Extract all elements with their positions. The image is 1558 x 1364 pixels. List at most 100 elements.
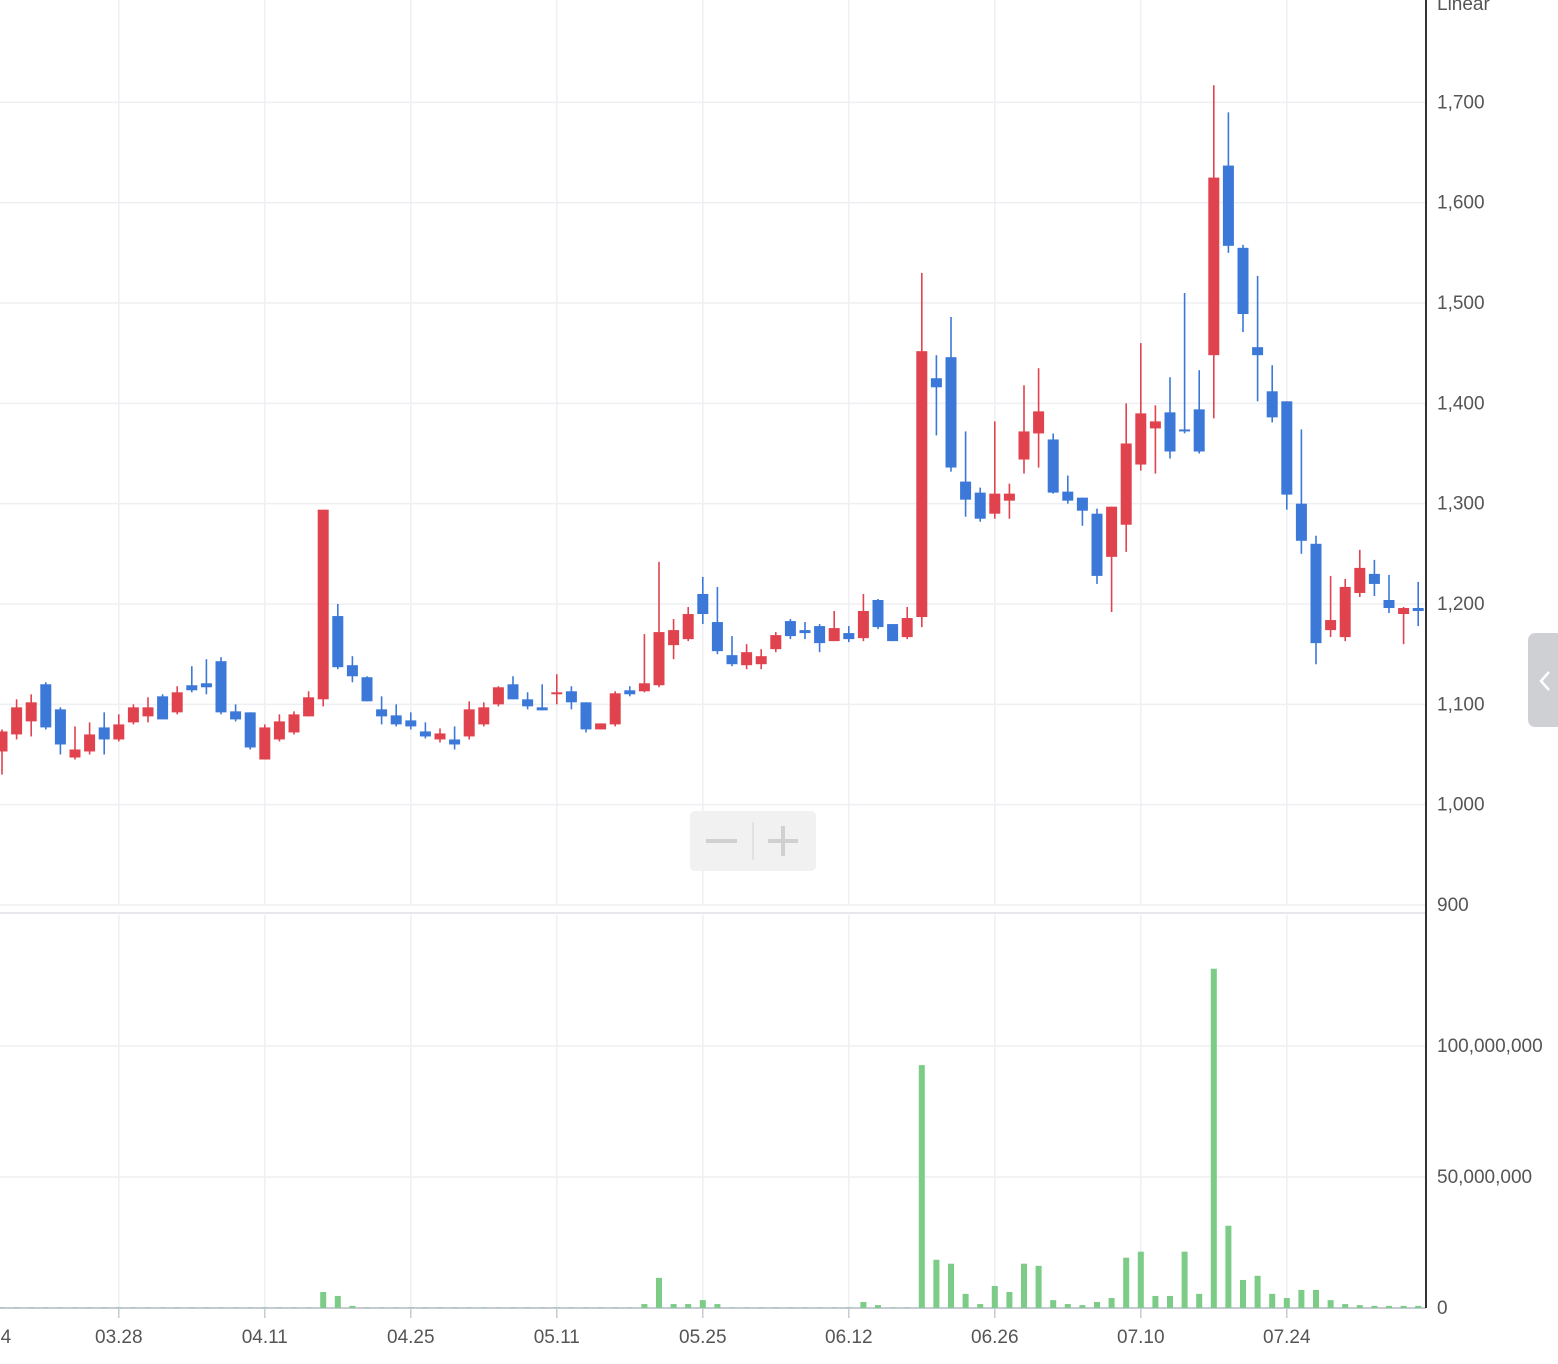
candle-body	[376, 709, 388, 717]
candle-body	[974, 492, 986, 519]
zoom-in-button[interactable]	[753, 811, 816, 871]
candle-body	[960, 481, 972, 500]
candle-body	[171, 692, 183, 713]
candle-body	[1222, 165, 1234, 246]
candle-body	[200, 683, 212, 688]
volume-bar	[1137, 1251, 1144, 1308]
candle-body	[770, 635, 782, 650]
candle-body	[1047, 439, 1059, 493]
candle-body	[25, 702, 37, 722]
candle-body	[1003, 493, 1015, 501]
volume-bar	[1225, 1225, 1232, 1308]
candle-body	[1237, 247, 1249, 315]
candle-body	[186, 685, 198, 691]
candle-body	[1368, 573, 1380, 584]
volume-bar	[670, 1304, 677, 1308]
candle-body	[1149, 421, 1161, 429]
candle-body	[536, 707, 548, 711]
candle-body	[449, 739, 461, 745]
candle-body	[551, 692, 563, 695]
candle-body	[814, 626, 826, 644]
candle-body	[113, 724, 125, 740]
volume-bar	[1356, 1305, 1363, 1308]
candle-body	[1325, 620, 1337, 631]
candle-body	[1076, 497, 1088, 511]
volume-bar	[962, 1293, 969, 1308]
candle-body	[1120, 443, 1132, 525]
candle-body	[507, 684, 519, 700]
candle-body	[1354, 567, 1366, 593]
volume-bar	[1283, 1298, 1290, 1308]
volume-bar	[860, 1301, 867, 1308]
side-panel-toggle[interactable]	[1528, 633, 1558, 727]
candle-body	[945, 357, 957, 468]
candle-body	[157, 696, 169, 720]
candle-body	[565, 691, 577, 703]
x-tick-label: 04.11	[242, 1327, 288, 1348]
volume-tick-label: 50,000,000	[1437, 1167, 1532, 1188]
candle-body	[828, 628, 840, 642]
candle-body	[1252, 347, 1264, 356]
volume-bar	[948, 1263, 954, 1308]
volume-bar	[1035, 1265, 1042, 1308]
candle-body	[872, 599, 884, 628]
candle-body	[595, 723, 607, 730]
volume-bar	[1298, 1289, 1305, 1308]
candle-body	[230, 711, 242, 720]
volume-bar	[1415, 1305, 1422, 1308]
volume-bar	[334, 1295, 341, 1308]
volume-bar	[1064, 1304, 1071, 1308]
candle-body	[434, 733, 446, 740]
x-tick-label: 05.25	[679, 1327, 727, 1348]
volume-bar	[977, 1304, 984, 1308]
volume-bar	[320, 1292, 327, 1308]
chevron-icon	[1539, 671, 1550, 691]
candle-body	[419, 731, 431, 737]
candle-body	[843, 633, 855, 640]
candle-body	[653, 632, 665, 686]
volume-tick-label: 0	[1437, 1298, 1448, 1319]
volume-bar	[685, 1304, 692, 1308]
candle-body	[1164, 412, 1176, 452]
x-tick-label: 07.10	[1117, 1327, 1165, 1348]
candle-body	[11, 707, 23, 735]
x-tick-label: 06.12	[825, 1327, 873, 1348]
candle-body	[1339, 586, 1351, 638]
volume-tick-label: 100,000,000	[1437, 1036, 1543, 1057]
candle-body	[361, 677, 373, 702]
zoom-out-button[interactable]	[690, 811, 753, 871]
zoom-control	[690, 811, 816, 871]
volume-bar	[1210, 968, 1217, 1308]
candle-body	[1412, 608, 1424, 612]
candle-body	[1193, 409, 1205, 452]
x-tick-label: 03.28	[95, 1327, 143, 1348]
candle-body	[1106, 506, 1118, 557]
candle-body	[1281, 401, 1293, 495]
candle-body	[1091, 513, 1103, 576]
candle-body	[40, 684, 52, 728]
candle-body	[273, 721, 285, 740]
y-tick-label: 1,400	[1437, 393, 1485, 414]
volume-bar	[1152, 1295, 1159, 1308]
candle-body	[0, 731, 8, 752]
volume-bar	[991, 1285, 998, 1308]
candle-body	[741, 652, 753, 666]
volume-bar	[918, 1065, 925, 1308]
volume-bar	[1240, 1279, 1246, 1308]
volume-bar	[1006, 1292, 1013, 1308]
y-tick-label: 1,200	[1437, 594, 1485, 615]
volume-bar	[1167, 1295, 1173, 1308]
volume-bar	[1123, 1257, 1130, 1308]
volume-bar	[1371, 1305, 1378, 1308]
volume-bar	[1400, 1305, 1407, 1308]
candle-body	[1179, 429, 1191, 432]
volume-bar	[875, 1305, 881, 1308]
candle-body	[916, 351, 928, 618]
y-tick-label: 1,600	[1437, 193, 1485, 214]
y-tick-label: 1,300	[1437, 494, 1485, 515]
y-tick-label: 1,500	[1437, 293, 1485, 314]
candle-body	[478, 707, 490, 725]
y-tick-label: 1,100	[1437, 694, 1485, 715]
candle-body	[755, 656, 767, 665]
